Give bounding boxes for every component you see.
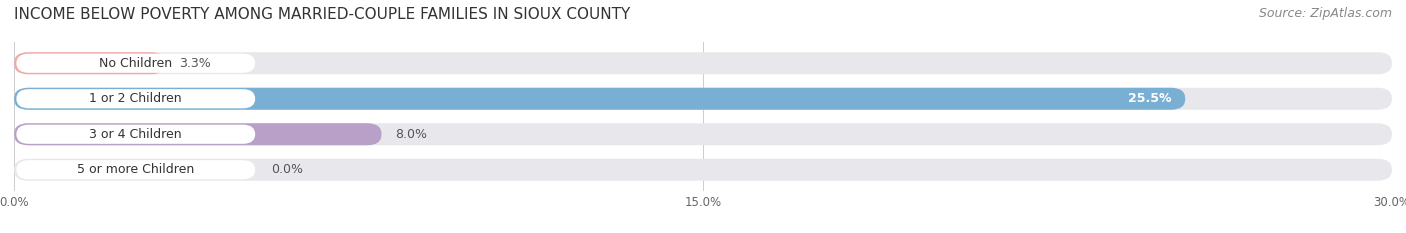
FancyBboxPatch shape [14,123,1392,145]
FancyBboxPatch shape [17,125,256,144]
Text: 3 or 4 Children: 3 or 4 Children [90,128,183,141]
Text: INCOME BELOW POVERTY AMONG MARRIED-COUPLE FAMILIES IN SIOUX COUNTY: INCOME BELOW POVERTY AMONG MARRIED-COUPL… [14,7,630,22]
FancyBboxPatch shape [17,54,256,73]
Text: Source: ZipAtlas.com: Source: ZipAtlas.com [1258,7,1392,20]
FancyBboxPatch shape [14,88,1185,110]
FancyBboxPatch shape [14,159,1392,181]
FancyBboxPatch shape [14,52,1392,74]
Text: 25.5%: 25.5% [1128,92,1171,105]
Text: 3.3%: 3.3% [180,57,211,70]
FancyBboxPatch shape [14,88,1392,110]
Text: 1 or 2 Children: 1 or 2 Children [90,92,183,105]
Text: No Children: No Children [100,57,173,70]
FancyBboxPatch shape [17,89,256,108]
FancyBboxPatch shape [14,123,381,145]
Text: 5 or more Children: 5 or more Children [77,163,194,176]
FancyBboxPatch shape [14,52,166,74]
FancyBboxPatch shape [17,160,256,179]
Text: 8.0%: 8.0% [395,128,427,141]
Text: 0.0%: 0.0% [271,163,304,176]
